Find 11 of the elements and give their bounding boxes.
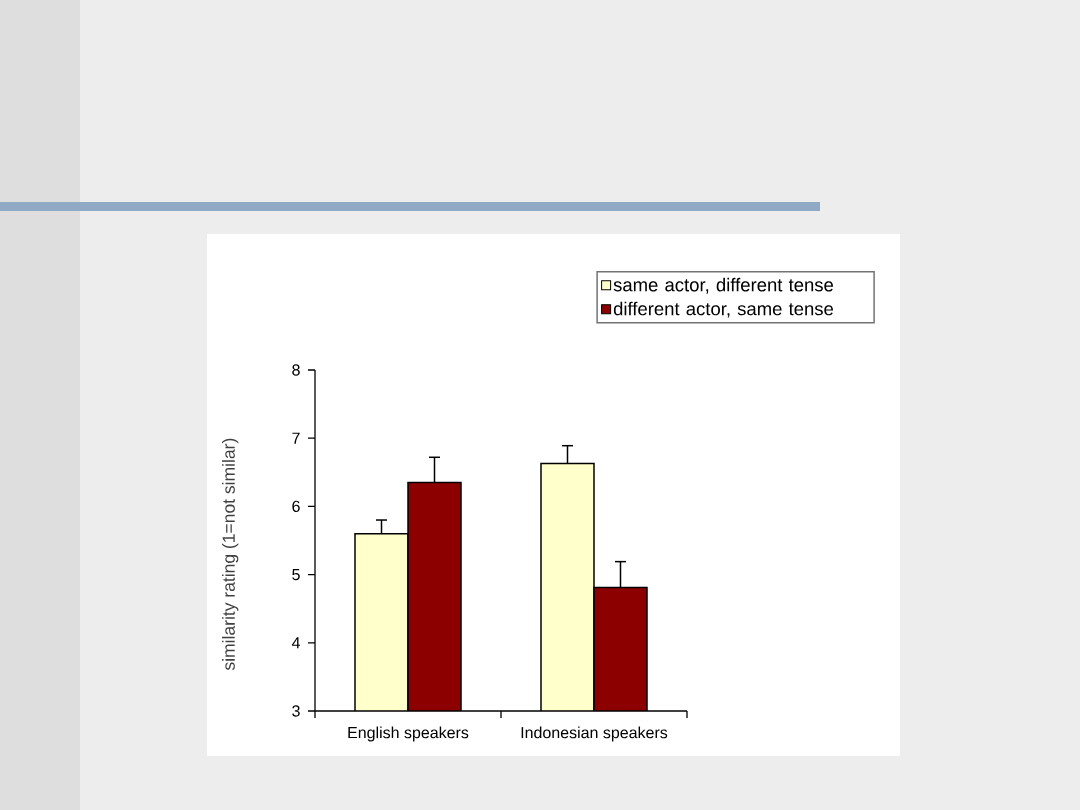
- legend-label: same actor, different tense: [613, 277, 834, 294]
- y-axis-title: similarity rating (1=not similar): [222, 438, 239, 671]
- y-tick-label: 3: [292, 705, 300, 717]
- x-tick-label: English speakers: [348, 726, 469, 742]
- legend-label: different actor, same tense: [613, 301, 834, 318]
- y-tick-label: 5: [292, 569, 300, 581]
- y-tick-label: 4: [291, 637, 300, 649]
- y-tick-label: 7: [292, 432, 300, 444]
- y-tick-label: 6: [292, 500, 300, 513]
- x-tick-label: Indonesian speakers: [521, 726, 668, 742]
- y-tick-label: 8: [292, 364, 300, 376]
